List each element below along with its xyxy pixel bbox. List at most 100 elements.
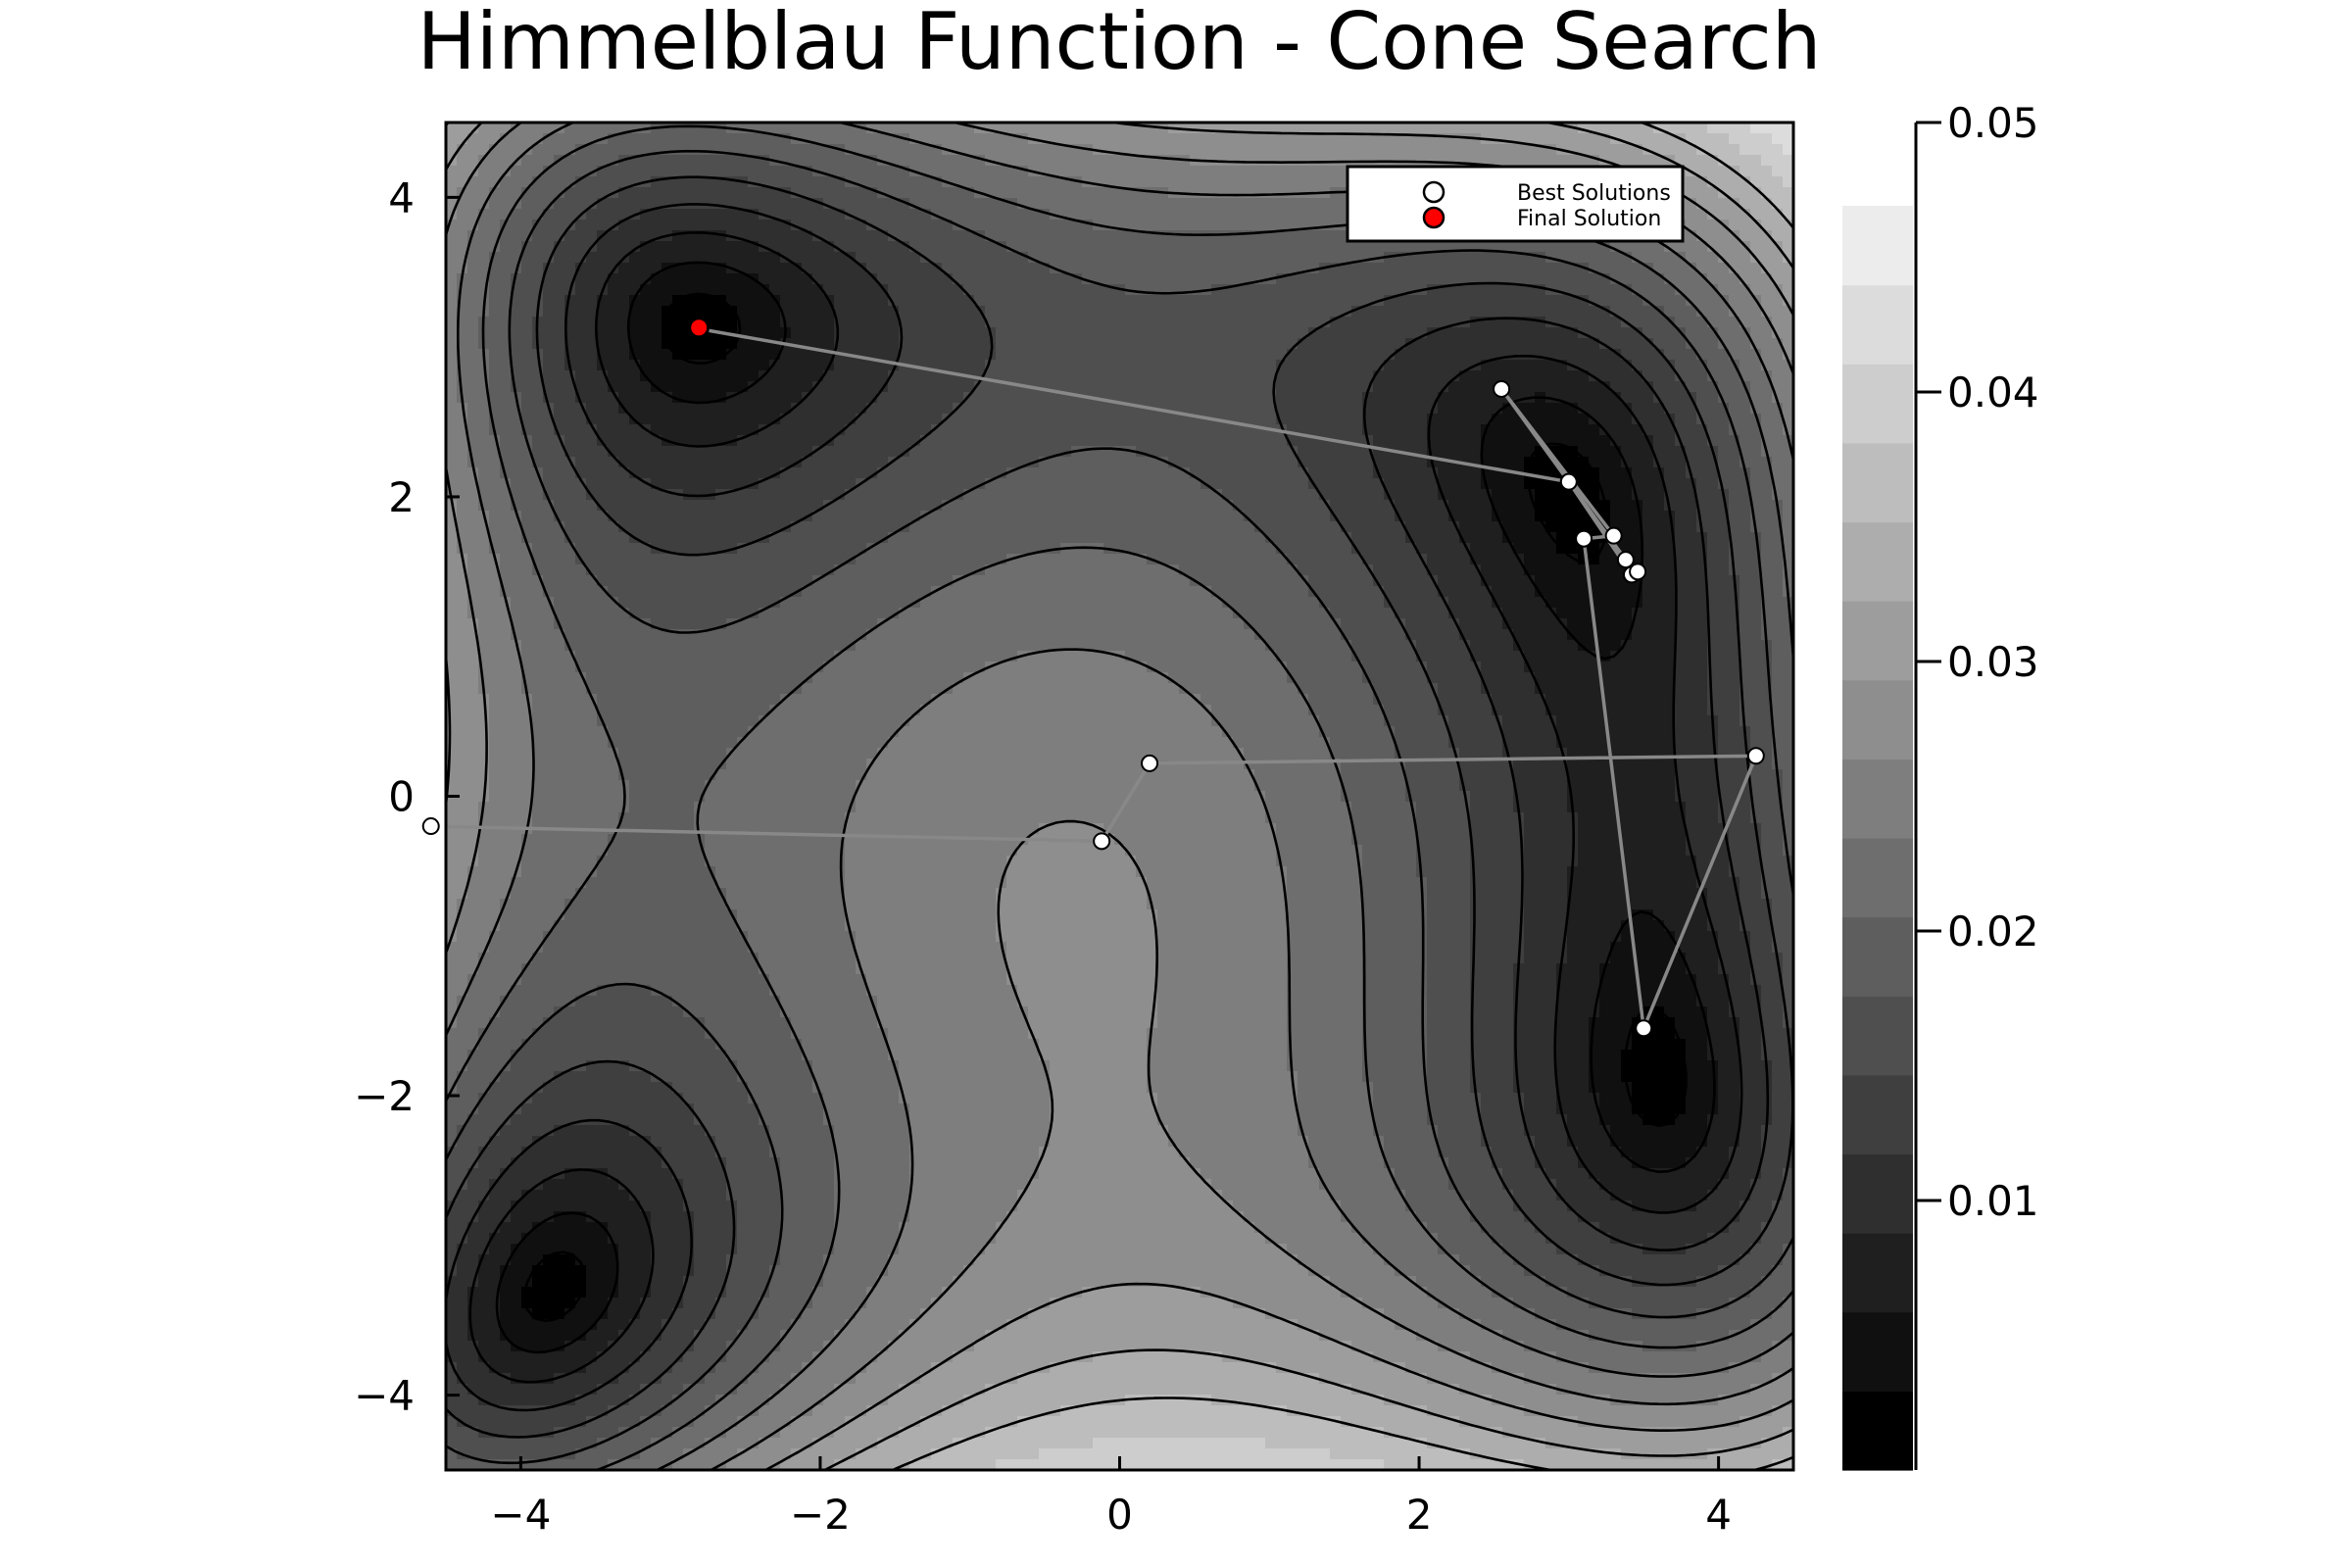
contour-cell — [1082, 446, 1094, 458]
contour-cell — [1513, 446, 1525, 458]
contour-cell — [608, 306, 619, 318]
contour-cell — [672, 521, 684, 533]
contour-cell — [521, 370, 533, 382]
contour-cell — [802, 446, 813, 458]
contour-cell — [1502, 500, 1514, 512]
contour-cell — [1341, 467, 1352, 479]
contour-cell — [974, 327, 986, 339]
contour-cell — [1276, 187, 1288, 199]
contour-cell — [1707, 360, 1719, 371]
contour-cell — [942, 500, 954, 512]
contour-cell — [511, 349, 522, 361]
contour-cell — [532, 144, 544, 156]
contour-cell — [1244, 414, 1255, 425]
contour-cell — [705, 295, 716, 307]
contour-cell — [608, 392, 619, 404]
contour-cell — [672, 424, 684, 436]
contour-cell — [1492, 500, 1503, 512]
contour-cell — [1254, 241, 1266, 253]
contour-cell — [802, 500, 813, 512]
contour-cell — [1395, 435, 1406, 447]
contour-cell — [1244, 317, 1255, 328]
contour-cell — [1050, 446, 1061, 458]
contour-cell — [1470, 403, 1482, 415]
contour-cell — [1222, 467, 1234, 479]
contour-cell — [877, 176, 889, 188]
contour-cell — [802, 338, 813, 350]
contour-cell — [1114, 166, 1126, 177]
contour-cell — [834, 327, 846, 339]
contour-cell — [629, 273, 641, 285]
contour-cell — [1729, 176, 1740, 188]
contour-cell — [737, 500, 749, 512]
contour-cell — [597, 176, 609, 188]
contour-cell — [672, 220, 684, 231]
contour-cell — [1017, 133, 1029, 145]
contour-cell — [457, 166, 468, 177]
contour-cell — [1642, 284, 1654, 296]
contour-cell — [1017, 349, 1029, 361]
contour-cell — [457, 338, 468, 350]
contour-cell — [996, 133, 1007, 145]
contour-cell — [705, 478, 716, 490]
contour-cell — [1319, 198, 1331, 210]
contour-cell — [640, 543, 652, 555]
contour-cell — [586, 349, 598, 361]
contour-cell — [662, 543, 673, 555]
contour-cell — [920, 511, 932, 522]
contour-cell — [845, 424, 857, 436]
contour-cell — [705, 144, 716, 156]
contour-cell — [1319, 360, 1331, 371]
contour-cell — [618, 467, 630, 479]
contour-cell — [1513, 327, 1525, 339]
contour-cell — [1060, 295, 1072, 307]
contour-cell — [1470, 252, 1482, 264]
contour-cell — [543, 424, 555, 436]
contour-cell — [1610, 155, 1622, 167]
contour-cell — [1082, 370, 1094, 382]
contour-cell — [1707, 370, 1719, 382]
contour-cell — [802, 467, 813, 479]
contour-cell — [543, 489, 555, 501]
contour-cell — [1416, 263, 1428, 274]
contour-cell — [1114, 370, 1126, 382]
contour-cell — [1103, 424, 1115, 436]
contour-cell — [1707, 521, 1719, 533]
contour-cell — [953, 478, 964, 490]
contour-cell — [705, 392, 716, 404]
contour-cell — [1244, 521, 1255, 533]
contour-cell — [1298, 133, 1309, 145]
contour-cell — [1190, 467, 1201, 479]
contour-cell — [1028, 424, 1040, 436]
contour-cell — [1405, 403, 1417, 415]
contour-cell — [1535, 532, 1546, 544]
contour-cell — [1265, 467, 1277, 479]
contour-cell — [942, 230, 954, 242]
contour-cell — [672, 327, 684, 339]
contour-cell — [942, 543, 954, 555]
contour-cell — [1071, 500, 1083, 512]
contour-cell — [759, 317, 770, 328]
contour-cell — [1567, 403, 1579, 415]
contour-cell — [1384, 435, 1396, 447]
contour-cell — [1675, 532, 1687, 544]
contour-cell — [597, 166, 609, 177]
contour-cell — [608, 133, 619, 145]
contour-cell — [823, 446, 835, 458]
contour-cell — [985, 273, 997, 285]
contour-cell — [748, 122, 760, 134]
contour-cell — [1319, 457, 1331, 468]
contour-cell — [521, 543, 533, 555]
contour-cell — [748, 166, 760, 177]
contour-cell — [974, 252, 986, 264]
contour-cell — [1060, 446, 1072, 458]
contour-cell — [1093, 187, 1104, 199]
contour-cell — [1093, 360, 1104, 371]
contour-cell — [920, 403, 932, 415]
contour-cell — [985, 521, 997, 533]
contour-cell — [521, 306, 533, 318]
contour-cell — [1362, 543, 1374, 555]
contour-cell — [1147, 478, 1158, 490]
contour-cell — [759, 273, 770, 285]
contour-cell — [1610, 122, 1622, 134]
